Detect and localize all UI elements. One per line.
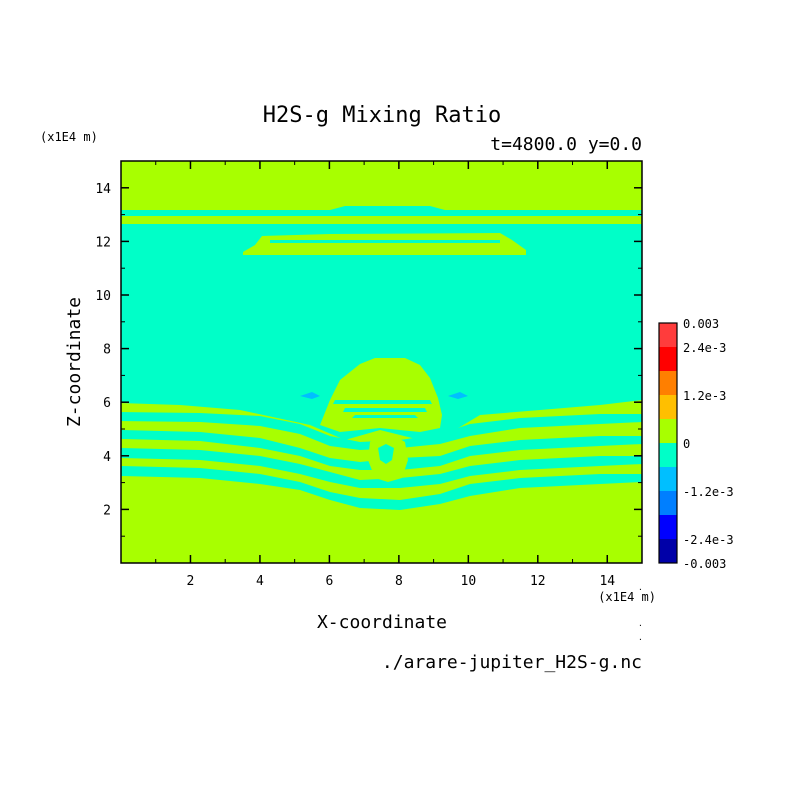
lower-band-3 [121, 448, 642, 488]
colorbar-swatch [659, 467, 677, 491]
heatmap-area [121, 161, 642, 563]
x-axis: 2 4 6 8 10 12 14 [155, 161, 615, 589]
left-blue-blob [300, 392, 320, 399]
plume-core [378, 444, 394, 464]
x-unit-label: (x1E4 m) [598, 590, 656, 604]
y-tick-label: 10 [95, 289, 111, 304]
y-axis-label: Z-coordinate [64, 297, 85, 427]
x-tick-label: 8 [395, 574, 403, 589]
dome-stripe-1 [333, 400, 432, 404]
lower-band-1 [121, 412, 642, 450]
colorbar-label: -0.003 [683, 557, 726, 571]
upper-positive-lens [243, 233, 526, 255]
colorbar-label: 2.4e-3 [683, 341, 726, 355]
colorbar-swatch [659, 371, 677, 395]
y-tick-label: 8 [103, 343, 111, 358]
dome-stripe-2 [343, 408, 427, 412]
x-axis-label: X-coordinate [317, 612, 447, 633]
x-tick-label: 6 [325, 574, 333, 589]
colorbar-label: 0.003 [683, 317, 719, 331]
y-unit-label: (x1E4 m) [40, 130, 98, 144]
upper-lens-stripe [270, 240, 500, 243]
lower-band-2 [121, 430, 642, 470]
x-tick-label: 10 [461, 574, 477, 589]
x-tick-label: 2 [187, 574, 195, 589]
plot-frame [120, 160, 643, 564]
colorbar-label: 0 [683, 437, 690, 451]
colorbar-frame [658, 322, 678, 564]
colorbar-swatch [659, 347, 677, 371]
upper-negative-band [121, 206, 642, 216]
colorbar-swatch [659, 323, 677, 347]
colorbar-label: -2.4e-3 [683, 533, 734, 547]
y-tick-label: 4 [103, 450, 111, 465]
central-dome [320, 358, 442, 432]
colorbar-label: -1.2e-3 [683, 485, 734, 499]
marker-dot-3: . [638, 633, 643, 642]
colorbar-labels: 0.003 2.4e-3 1.2e-3 0 -1.2e-3 -2.4e-3 -0.003 [683, 317, 734, 571]
marker-dot-1: . [638, 583, 643, 592]
colorbar-swatch [659, 491, 677, 515]
x-tick-label: 14 [599, 574, 615, 589]
colorbar-swatch [659, 395, 677, 419]
chart-subtitle: t=4800.0 y=0.0 [490, 134, 642, 155]
colorbar-swatch [659, 443, 677, 467]
dome-stripe-3 [352, 415, 418, 418]
colorbar-swatch [659, 539, 677, 563]
middle-negative-layer [121, 224, 642, 440]
x-tick-label: 4 [256, 574, 264, 589]
x-tick-label: 12 [530, 574, 546, 589]
marker-dot-2: . [638, 619, 643, 628]
colorbar-label: 1.2e-3 [683, 389, 726, 403]
colorbar-swatch [659, 419, 677, 443]
colorbar [658, 322, 678, 564]
y-tick-label: 14 [95, 182, 111, 197]
colorbar-swatch [659, 515, 677, 539]
lower-band-4 [121, 466, 642, 510]
source-file-label: ./arare-jupiter_H2S-g.nc [382, 652, 642, 673]
right-blue-blob [448, 392, 468, 399]
y-tick-label: 2 [103, 503, 111, 518]
y-axis: 2 4 6 8 10 12 14 [95, 182, 642, 537]
chart-title: H2S-g Mixing Ratio [263, 103, 501, 128]
y-tick-label: 12 [95, 235, 111, 250]
y-tick-label: 6 [103, 396, 111, 411]
